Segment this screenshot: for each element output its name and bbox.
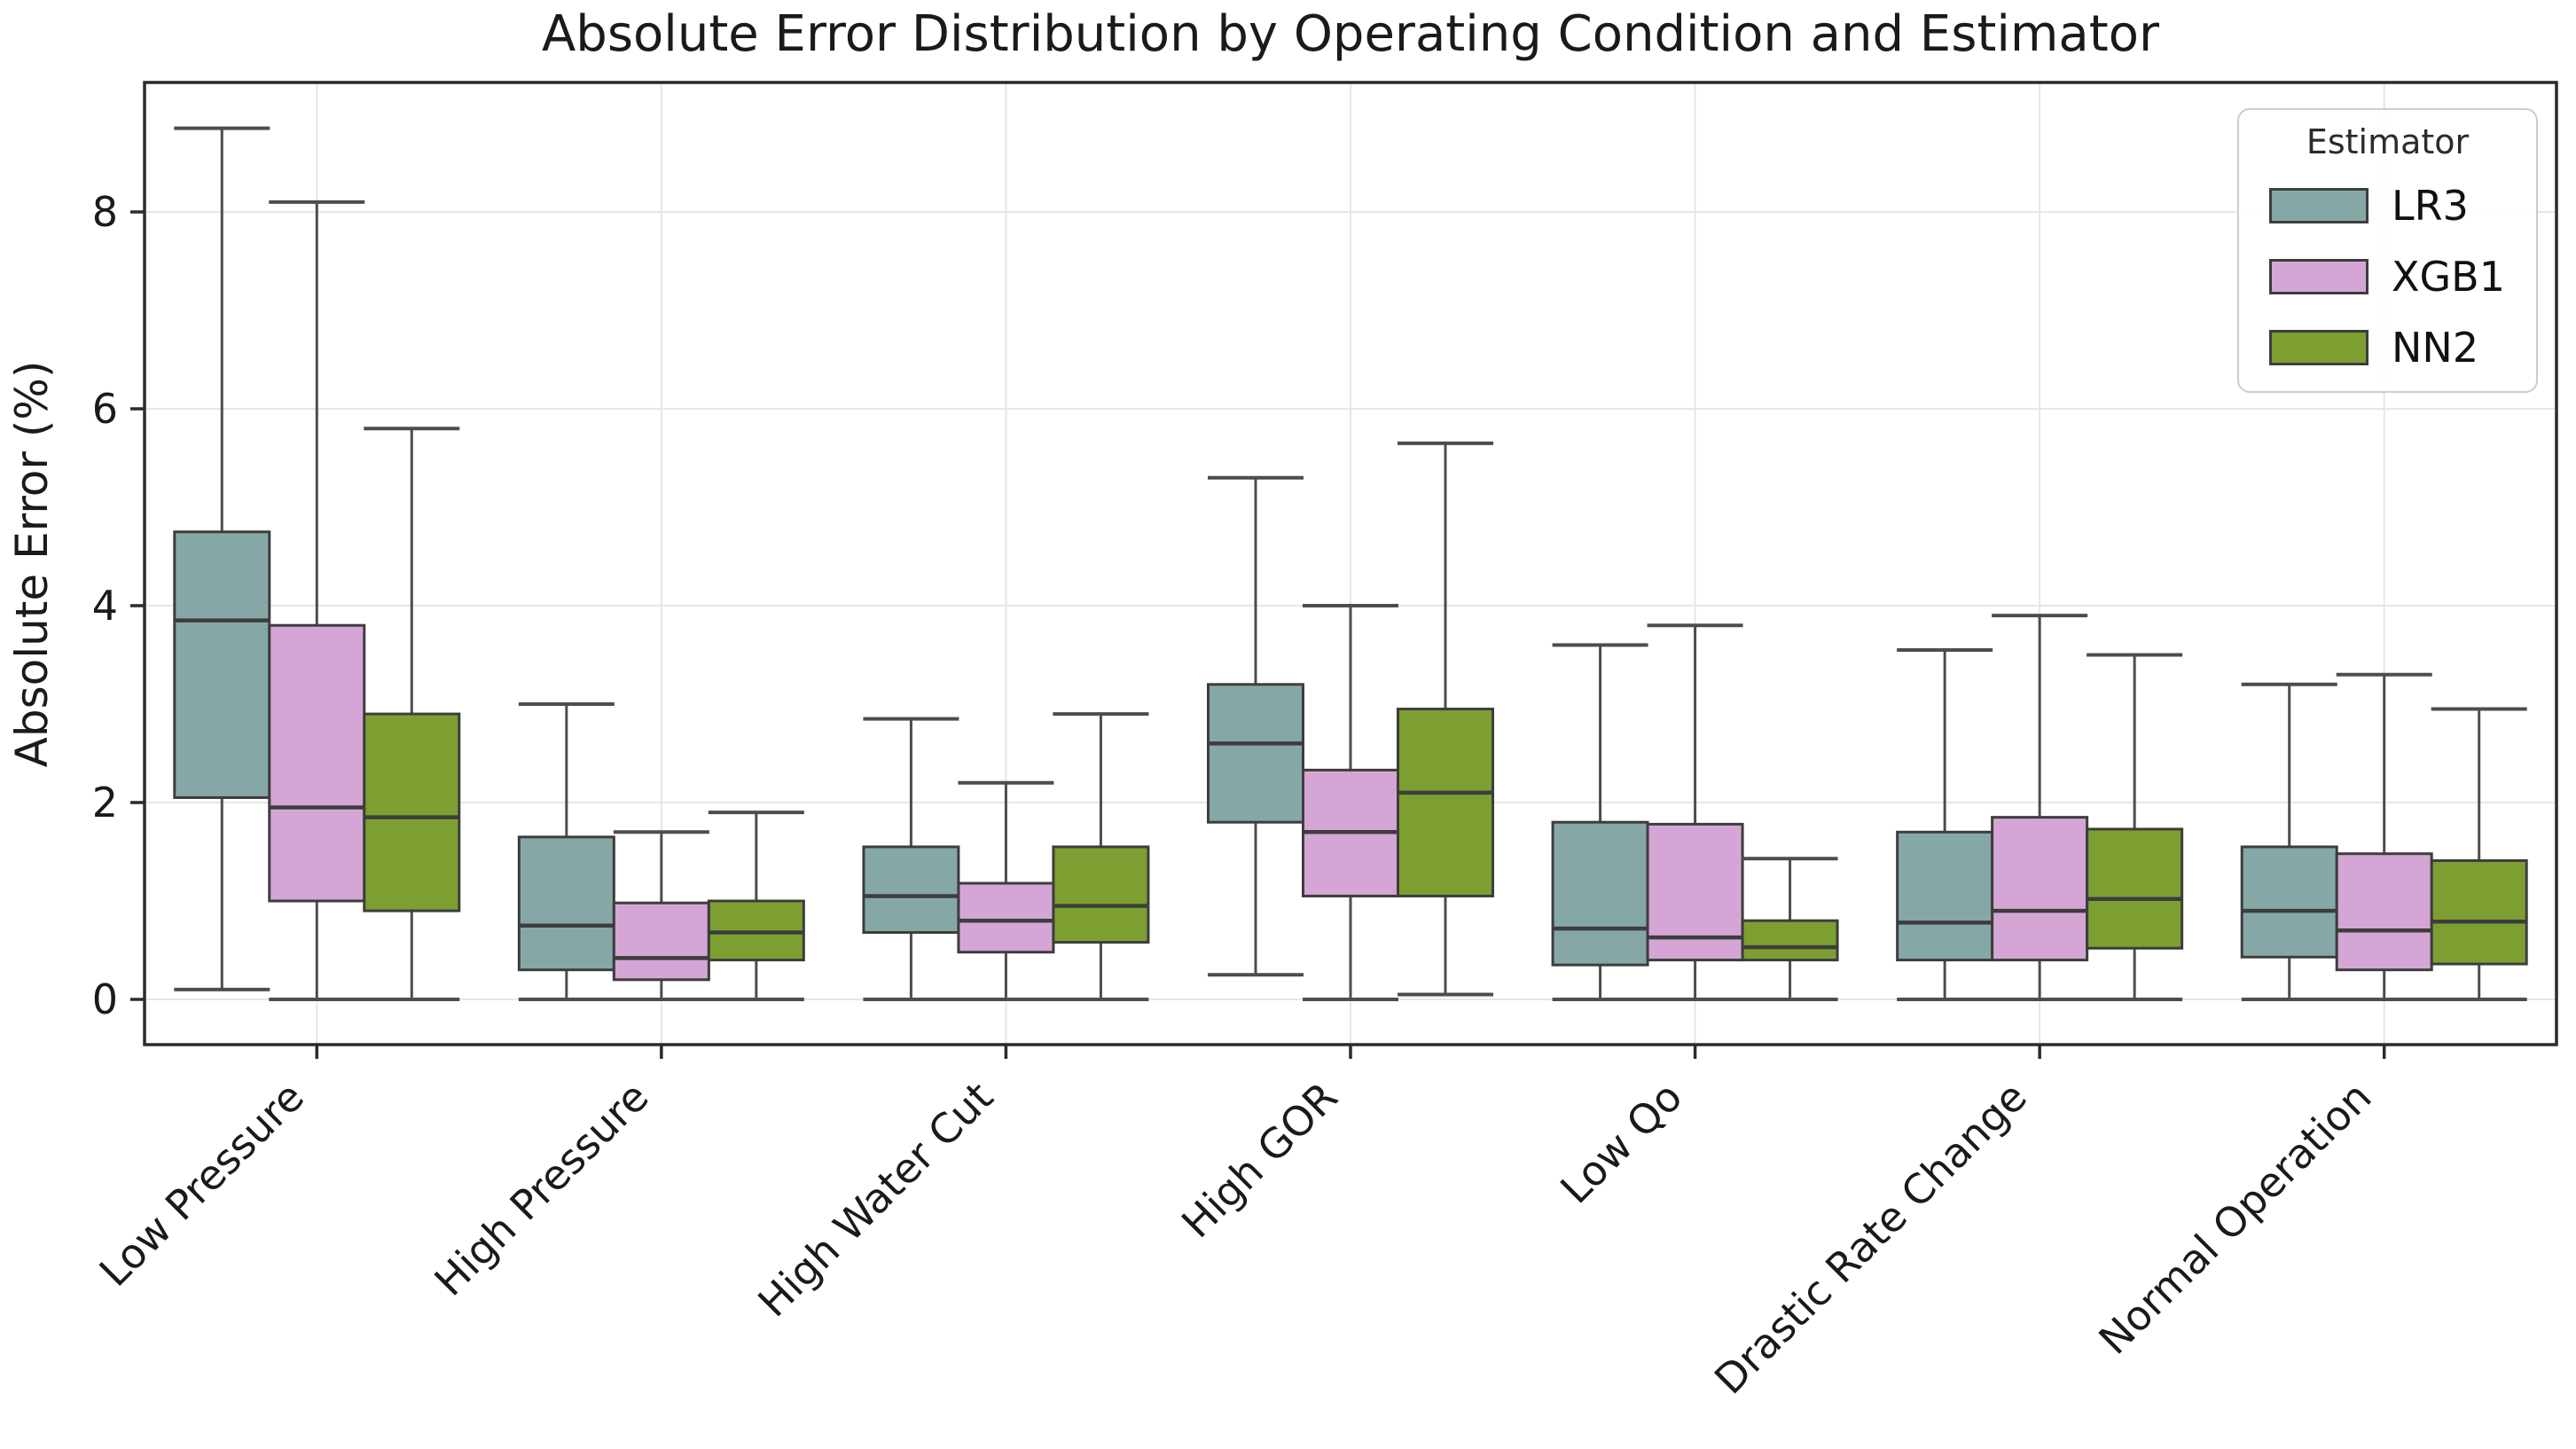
box-NN2-2 <box>1052 712 1150 1001</box>
box-NN2-6 <box>2430 707 2528 1001</box>
legend-entries: LR3 XGB1 NN2 <box>2239 170 2536 383</box>
box-rect <box>268 623 366 903</box>
legend-label-LR3: LR3 <box>2392 182 2469 230</box>
box-LR3-0 <box>173 126 271 991</box>
box-XGB1-6 <box>2335 672 2433 1001</box>
box-LR3-1 <box>517 702 615 1001</box>
xtick-label-2: High Water Cut <box>748 1073 1002 1327</box>
box-NN2-0 <box>363 427 461 1001</box>
box-rect <box>1551 820 1649 967</box>
chart-title: Absolute Error Distribution by Operating… <box>542 5 2159 63</box>
box-XGB1-3 <box>1302 604 1399 1001</box>
box-rect <box>1397 708 1494 897</box>
ytick-label-6: 6 <box>92 385 118 433</box>
box-rect <box>612 901 710 982</box>
box-rect <box>1896 830 1994 962</box>
xtick-label-4: Low Qo <box>1551 1073 1691 1213</box>
xtick-label-0: Low Pressure <box>90 1073 313 1296</box>
legend-entry-XGB1: XGB1 <box>2239 241 2536 312</box>
ytick-label-0: 0 <box>92 975 118 1023</box>
xtick-label-1: High Pressure <box>425 1073 657 1305</box>
legend: Estimator LR3 XGB1 NN2 <box>2237 108 2538 393</box>
box-rect <box>2335 852 2433 972</box>
ytick-label-4: 4 <box>92 582 118 630</box>
legend-title: Estimator <box>2306 122 2470 161</box>
ytick-label-8: 8 <box>92 188 118 236</box>
box-rect <box>517 835 615 972</box>
legend-swatch-NN2 <box>2269 330 2369 365</box>
legend-label-NN2: NN2 <box>2392 324 2479 372</box>
box-NN2-3 <box>1397 441 1494 997</box>
box-NN2-5 <box>2086 653 2184 1001</box>
box-rect <box>1207 683 1304 824</box>
box-rect <box>1646 822 1744 962</box>
legend-entry-NN2: NN2 <box>2239 312 2536 383</box>
box-LR3-5 <box>1896 647 1994 1001</box>
legend-swatch-XGB1 <box>2269 259 2369 294</box>
box-rect <box>1991 816 2089 962</box>
box-NN2-4 <box>1741 857 1839 1001</box>
box-rect <box>173 530 271 799</box>
box-rect <box>2086 827 2184 950</box>
legend-label-XGB1: XGB1 <box>2392 253 2505 301</box>
xtick-label-6: Normal Operation <box>2089 1073 2380 1364</box>
box-rect <box>2240 845 2338 959</box>
box-XGB1-2 <box>957 780 1055 1001</box>
box-XGB1-4 <box>1646 623 1744 1001</box>
ytick-label-2: 2 <box>92 779 118 826</box>
box-rect <box>2430 858 2528 966</box>
box-XGB1-1 <box>612 830 710 1001</box>
box-NN2-1 <box>707 811 805 1001</box>
legend-entry-LR3: LR3 <box>2239 170 2536 241</box>
box-LR3-6 <box>2240 682 2338 1001</box>
xtick-label-5: Drastic Rate Change <box>1705 1073 2036 1404</box>
box-rect <box>1052 845 1150 944</box>
box-XGB1-5 <box>1991 614 2089 1001</box>
box-LR3-4 <box>1551 643 1649 1001</box>
box-rect <box>862 845 960 935</box>
box-XGB1-0 <box>268 200 366 1001</box>
box-rect <box>957 881 1055 954</box>
box-rect <box>363 712 461 912</box>
box-rect <box>1741 919 1839 962</box>
legend-swatch-LR3 <box>2269 188 2369 223</box>
xtick-label-3: High GOR <box>1172 1073 1347 1248</box>
box-LR3-2 <box>862 717 960 1001</box>
box-LR3-3 <box>1207 475 1304 977</box>
